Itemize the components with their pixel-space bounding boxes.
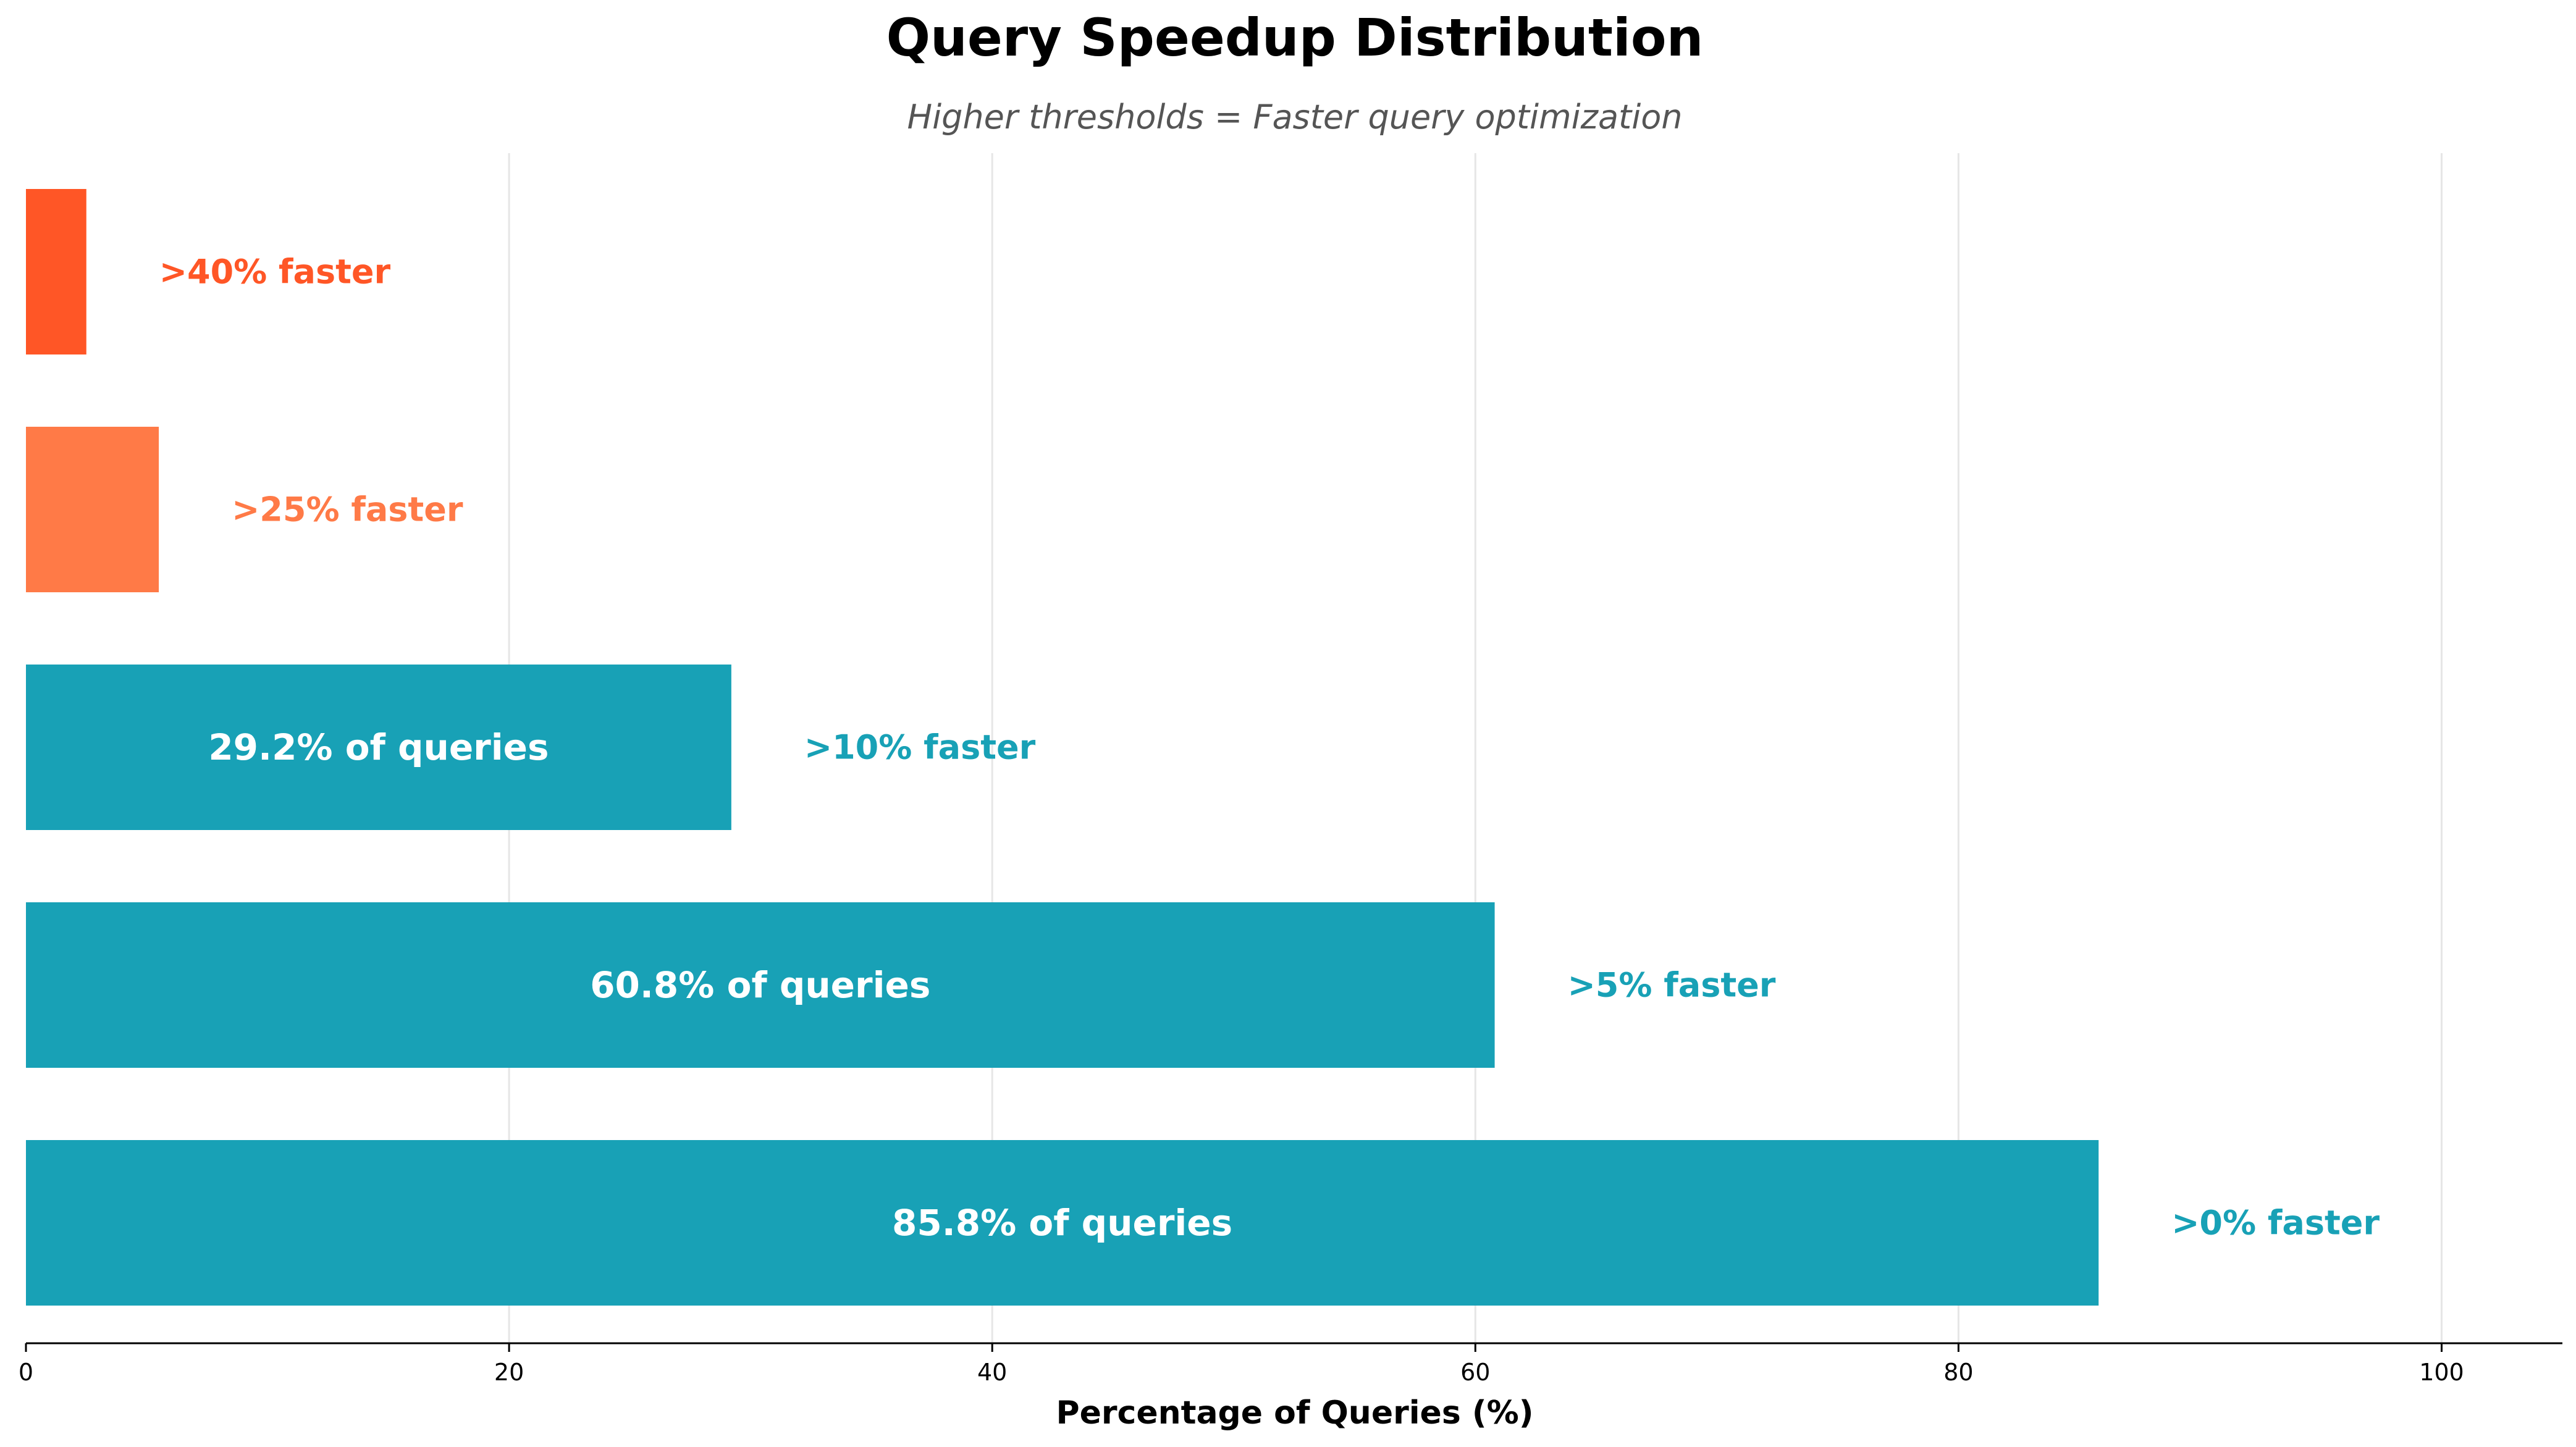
x-tick-label: 100	[2419, 1359, 2464, 1386]
category-label: >25% faster	[232, 490, 463, 529]
bar	[26, 665, 731, 830]
bar	[26, 1140, 2099, 1306]
x-tick-label: 60	[1460, 1359, 1490, 1386]
x-tick-label: 20	[494, 1359, 524, 1386]
x-axis-label: Percentage of Queries (%)	[1056, 1395, 1533, 1432]
bar	[26, 189, 86, 354]
category-label: >10% faster	[804, 728, 1036, 767]
x-tick-label: 40	[977, 1359, 1007, 1386]
chart-subtitle: Higher thresholds = Faster query optimiz…	[907, 98, 1683, 136]
category-label: >0% faster	[2171, 1204, 2380, 1243]
x-tick-label: 0	[19, 1359, 33, 1386]
bar	[26, 427, 159, 592]
bars: 85.8% of queries >0% faster 60.8% of queri…	[26, 189, 2380, 1306]
x-axis: 0 20 40 60 80 100	[19, 1342, 2562, 1386]
bar-value-label: 29.2% of queries	[208, 726, 549, 768]
category-label: >40% faster	[159, 253, 391, 291]
x-tick-label: 80	[1943, 1359, 1973, 1386]
bar-value-label: 85.8% of queries	[892, 1202, 1232, 1244]
chart-title: Query Speedup Distribution	[886, 7, 1704, 68]
bar-value-label: 60.8% of queries	[590, 964, 930, 1006]
category-label: >5% faster	[1568, 966, 1776, 1005]
bar	[26, 902, 1495, 1068]
